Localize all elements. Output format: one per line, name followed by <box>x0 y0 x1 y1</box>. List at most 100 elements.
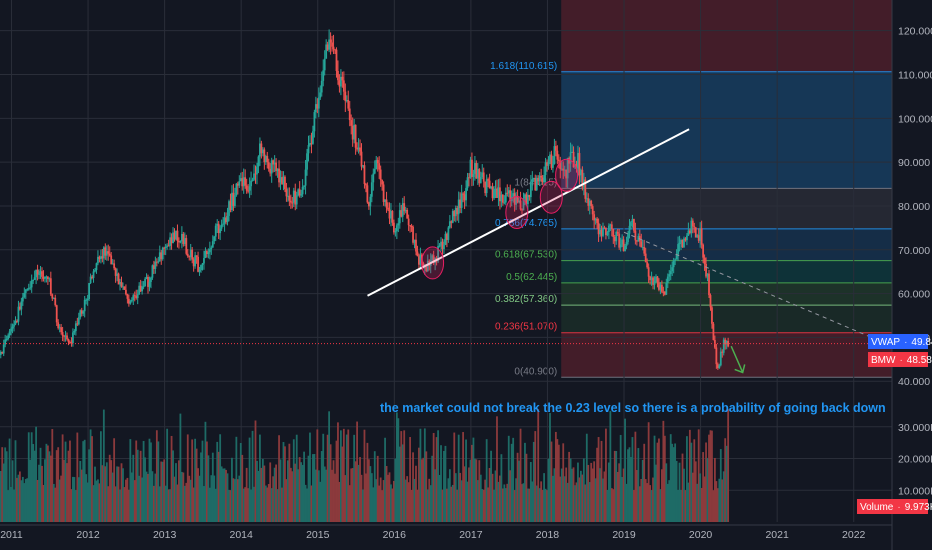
candle-body-216 <box>317 97 320 109</box>
y-tick-label-0: 120.000 <box>898 26 932 38</box>
volume-bar-140 <box>206 441 208 522</box>
candle-body-235 <box>345 99 348 102</box>
volume-bar-176 <box>259 434 261 522</box>
volume-bar-259 <box>381 490 384 522</box>
volume-bar-418 <box>615 450 618 522</box>
fib-level-label-7: 0(40.900) <box>514 366 557 377</box>
volume-bar-172 <box>253 486 255 522</box>
volume-bar-189 <box>278 435 280 522</box>
candle-body-376 <box>553 146 556 165</box>
candle-body-298 <box>438 245 441 247</box>
candle-body-172 <box>253 173 255 180</box>
volume-bar-489 <box>719 449 722 522</box>
candle-body-87 <box>127 298 130 304</box>
volume-bar-237 <box>348 485 351 522</box>
candle-body-138 <box>203 258 205 264</box>
volume-bar-45 <box>66 463 68 522</box>
volume-bar-323 <box>475 459 478 522</box>
volume-bar-28 <box>41 465 43 522</box>
candle-body-321 <box>472 173 475 177</box>
volume-bar-481 <box>708 434 710 522</box>
volume-bar-310 <box>456 489 459 522</box>
candle-body-309 <box>454 208 457 217</box>
volume-bar-396 <box>582 458 585 522</box>
volume-bar-73 <box>107 486 110 522</box>
candle-body-229 <box>337 70 339 81</box>
candle-body-358 <box>526 194 529 205</box>
candle-body-253 <box>372 173 375 183</box>
volume-bar-67 <box>98 483 101 522</box>
volume-bar-486 <box>715 481 718 522</box>
candle-body-61 <box>89 276 92 284</box>
candle-body-467 <box>687 230 690 236</box>
bmw-price-tag: BMW·48.585 <box>868 352 932 367</box>
volume-bar-464 <box>683 468 685 522</box>
candle-body-335 <box>493 189 495 199</box>
volume-bar-195 <box>286 460 289 522</box>
candle-body-106 <box>155 261 158 263</box>
x-tick-label-11: 2022 <box>842 529 866 541</box>
volume-bar-138 <box>203 486 205 522</box>
volume-bar-322 <box>473 458 476 522</box>
candle-body-214 <box>314 104 317 113</box>
volume-bar-457 <box>672 447 675 522</box>
x-tick-label-7: 2018 <box>536 529 560 541</box>
volume-bar-388 <box>571 468 573 522</box>
y-tick-label-3: 90.000 <box>898 157 930 169</box>
volume-bar-93 <box>136 449 139 522</box>
volume-bar-60 <box>88 449 91 522</box>
candle-body-252 <box>370 182 373 197</box>
volume-bar-404 <box>594 478 597 522</box>
volume-bar-399 <box>587 464 590 522</box>
candle-body-177 <box>260 143 263 154</box>
volume-bar-287 <box>422 457 425 522</box>
candle-body-142 <box>208 249 211 253</box>
volume-bar-248 <box>365 473 367 522</box>
candle-body-143 <box>210 247 213 250</box>
volume-bar-377 <box>554 431 557 522</box>
candle-body-163 <box>239 178 242 182</box>
candle-body-215 <box>316 104 319 109</box>
candle-body-480 <box>706 273 709 277</box>
volume-bar-31 <box>45 443 48 522</box>
volume-bar-477 <box>702 452 705 522</box>
volume-bar-247 <box>363 429 366 522</box>
volume-bar-290 <box>426 489 429 522</box>
volume-bar-10 <box>14 440 17 522</box>
volume-bar-494 <box>727 409 730 522</box>
volume-bar-86 <box>126 477 129 522</box>
volume-bar-50 <box>73 477 76 522</box>
candle-body-33 <box>48 278 51 280</box>
volume-bar-439 <box>646 483 649 522</box>
candle-body-327 <box>481 172 484 177</box>
volume-bar-119 <box>175 463 177 522</box>
volume-bar-168 <box>247 488 250 522</box>
candle-body-58 <box>85 299 88 301</box>
candle-body-224 <box>329 39 332 43</box>
volume-bar-200 <box>294 463 297 522</box>
candle-body-399 <box>587 198 590 206</box>
candle-body-153 <box>225 217 227 223</box>
volume-bar-98 <box>144 457 146 522</box>
candle-body-109 <box>160 252 163 260</box>
candle-body-70 <box>102 247 105 259</box>
candle-body-157 <box>231 192 233 210</box>
time-axis[interactable]: 2011 2012 2013 2014 2015 2016 2017 2018 2019 2020… <box>0 529 865 541</box>
volume-bar-347 <box>510 443 513 522</box>
volume-bar-458 <box>674 443 677 522</box>
candle-body-160 <box>235 183 238 196</box>
volume-bar-278 <box>409 437 412 522</box>
volume-bar-75 <box>110 460 113 522</box>
candle-body-395 <box>581 169 584 188</box>
volume-bar-291 <box>428 478 431 522</box>
volume-bar-246 <box>362 489 364 522</box>
candle-body-50 <box>73 330 76 333</box>
price-axis[interactable]: 120.000 110.000 100.000 90.000 80.000 70.000 6… <box>898 26 932 389</box>
candle-body-39 <box>57 322 60 329</box>
candle-body-483 <box>711 307 713 324</box>
candle-body-436 <box>641 247 644 249</box>
volume-bars <box>0 409 730 522</box>
volume-bar-456 <box>671 443 674 522</box>
volume-bar-72 <box>105 462 108 522</box>
